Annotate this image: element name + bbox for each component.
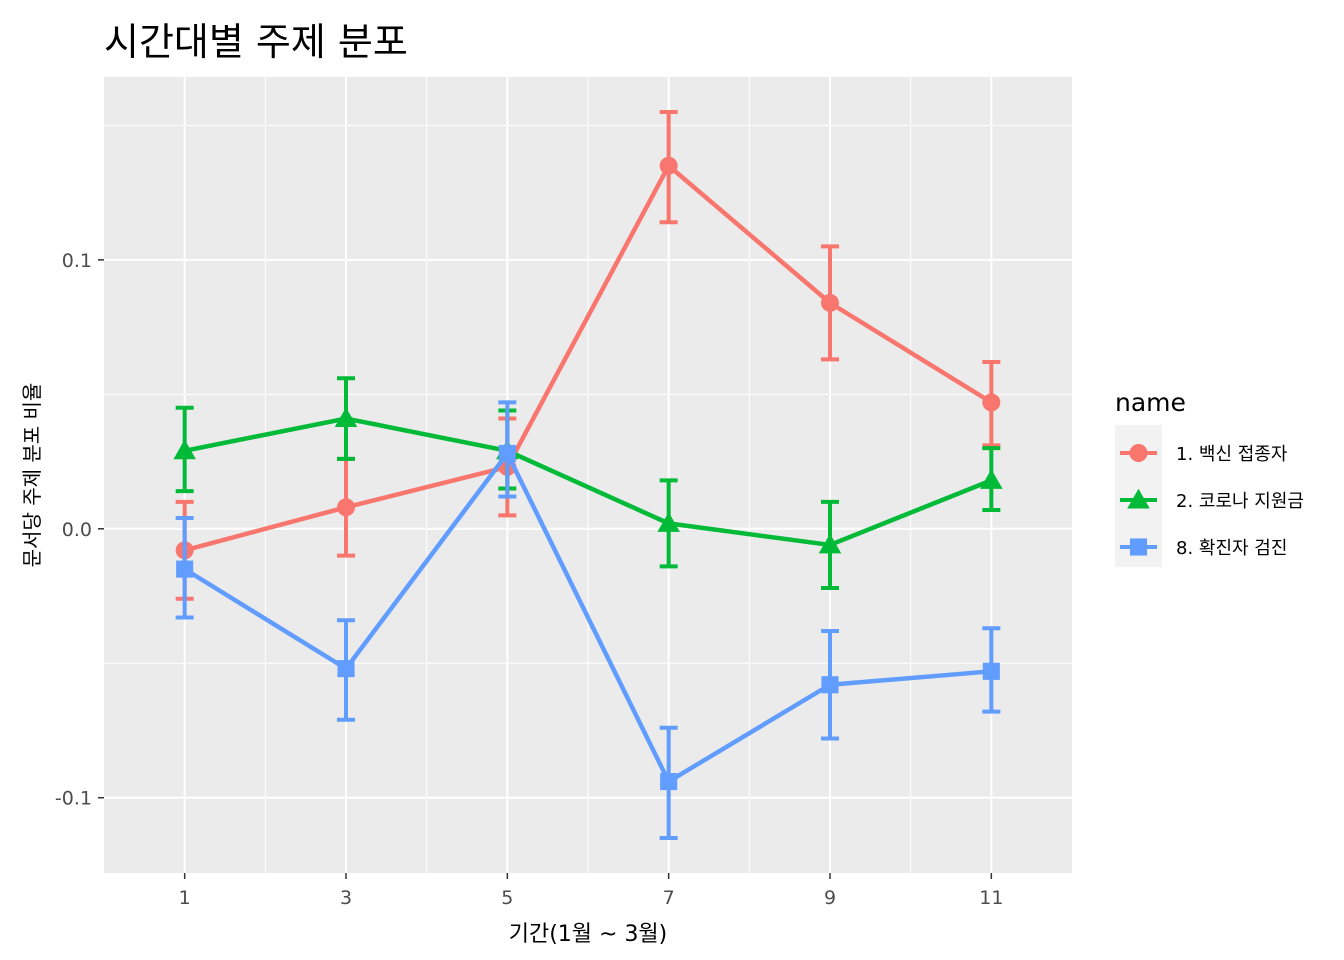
- data-point: [176, 560, 194, 578]
- legend-title: name: [1115, 388, 1186, 417]
- y-tick-label: 0.1: [62, 250, 92, 272]
- data-point: [337, 660, 355, 678]
- data-point: [334, 407, 358, 427]
- legend-key-marker: [1129, 538, 1148, 556]
- data-point: [498, 444, 516, 463]
- axes: -0.1 0.0 0.1 1 3 5 7 9 11: [55, 250, 1004, 909]
- legend-label: 8. 확진자 검진: [1176, 538, 1287, 559]
- legend-label: 2. 코로나 지원금: [1176, 491, 1304, 512]
- x-tick-label: 7: [663, 887, 675, 909]
- data-point: [659, 156, 678, 175]
- x-tick-label: 5: [501, 887, 513, 909]
- data-point: [982, 393, 1001, 412]
- x-tick-label: 1: [179, 887, 191, 909]
- minor-gridlines: [104, 77, 1072, 873]
- data-point: [821, 293, 839, 312]
- data-point: [660, 773, 678, 791]
- legend-item-2: 2. 코로나 지원금: [1120, 488, 1304, 512]
- y-tick-label: 0.0: [62, 519, 92, 541]
- legend-key-marker: [1129, 444, 1148, 462]
- data-point: [980, 469, 1003, 489]
- legend: name 1. 백신 접종자 2. 코로나 지원금 8. 확진자 검진: [1115, 388, 1304, 567]
- data-point: [173, 439, 196, 460]
- series-3: [175, 400, 1001, 841]
- legend-item-1: 1. 백신 접종자: [1120, 444, 1288, 465]
- series-line: [184, 163, 993, 553]
- data-point: [657, 512, 680, 532]
- series-layer: [173, 109, 1003, 841]
- legend-item-3: 8. 확진자 검진: [1120, 538, 1287, 559]
- data-point: [982, 662, 1000, 680]
- y-axis-label: 문서당 주제 분포 비율: [20, 383, 44, 568]
- legend-label: 1. 백신 접종자: [1176, 444, 1288, 465]
- x-tick-label: 3: [340, 887, 352, 909]
- legend-key-marker: [1127, 488, 1150, 509]
- x-tick-label: 11: [979, 887, 1003, 909]
- y-tick-label: -0.1: [55, 788, 92, 810]
- data-point: [821, 676, 839, 694]
- series-line: [184, 416, 993, 548]
- x-tick-label: 9: [824, 887, 836, 909]
- data-point: [337, 498, 355, 517]
- x-axis-label: 기간(1월 ~ 3월): [509, 922, 668, 947]
- series-line: [183, 451, 992, 784]
- chart-title: 시간대별 주제 분포: [104, 20, 408, 64]
- data-point: [818, 533, 842, 554]
